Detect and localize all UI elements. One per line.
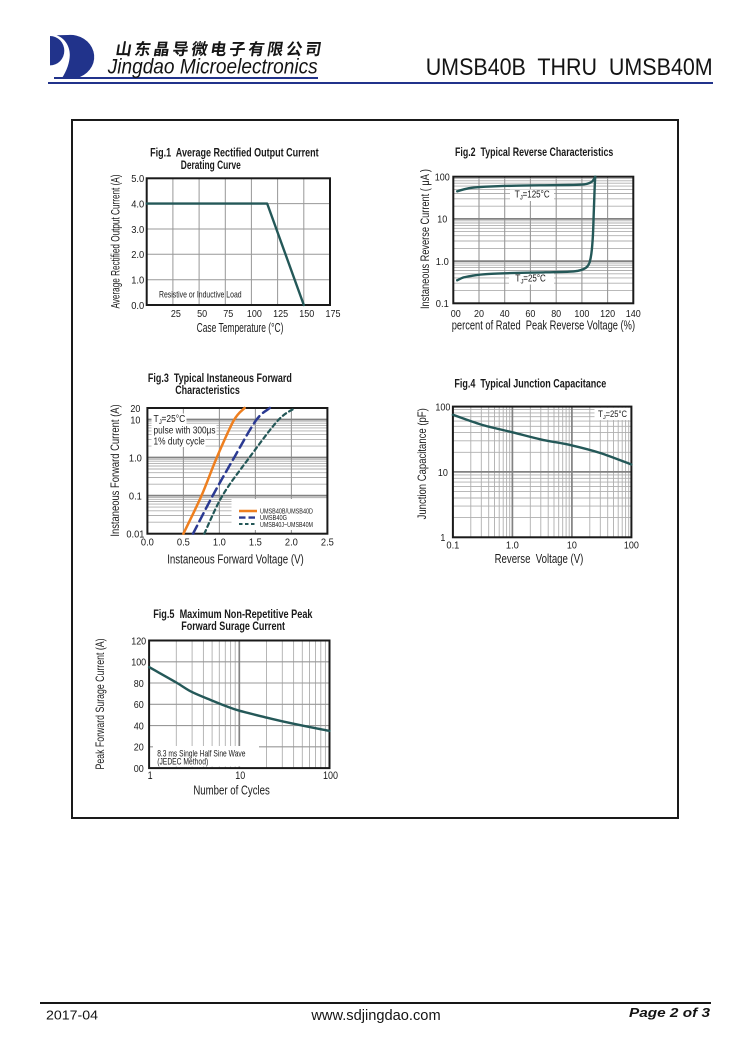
svg-text:UMSB40G: UMSB40G	[260, 513, 287, 522]
svg-text:0.1: 0.1	[446, 539, 459, 551]
svg-text:2.0: 2.0	[285, 537, 298, 549]
svg-text:1: 1	[148, 770, 153, 782]
svg-text:Average Rectified Output Curre: Average Rectified Output Current (A)	[111, 174, 123, 308]
svg-text:40: 40	[500, 308, 510, 320]
svg-text:120: 120	[131, 636, 146, 647]
svg-text:J: J	[521, 279, 524, 286]
svg-text:120: 120	[600, 308, 615, 320]
svg-text:175: 175	[326, 308, 341, 320]
svg-text:3.0: 3.0	[131, 225, 144, 236]
svg-text:UMSB40B/UMSB40D: UMSB40B/UMSB40D	[260, 506, 313, 515]
svg-text:100: 100	[435, 401, 450, 413]
svg-text:00: 00	[451, 308, 461, 320]
svg-text:Junction Capacitance (pF): Junction Capacitance (pF)	[415, 408, 429, 519]
svg-text:50: 50	[197, 308, 207, 320]
svg-text:100: 100	[624, 539, 639, 551]
svg-text:100: 100	[323, 770, 338, 782]
svg-text:=125°C: =125°C	[523, 190, 550, 201]
svg-text:1.5: 1.5	[249, 537, 262, 549]
svg-text:20: 20	[134, 743, 144, 754]
svg-text:Fig.2 Typical Reverse Charact: Fig.2 Typical Reverse Characteristics	[455, 145, 614, 159]
svg-text:pulse with 300μs: pulse with 300μs	[154, 425, 216, 436]
svg-text:UMSB40B THRU UMSB40M: UMSB40B THRU UMSB40M	[426, 54, 713, 81]
svg-text:1.0: 1.0	[129, 453, 142, 464]
svg-text:5.0: 5.0	[131, 174, 144, 185]
svg-text:10: 10	[130, 415, 140, 426]
svg-text:=25°C: =25°C	[523, 274, 546, 285]
svg-text:40: 40	[134, 721, 144, 732]
svg-text:25: 25	[171, 308, 181, 320]
svg-text:Derating Curve: Derating Curve	[181, 158, 241, 172]
svg-text:www.sdjingdao.com: www.sdjingdao.com	[310, 1008, 440, 1024]
svg-text:Resistive or Inductive Load: Resistive or Inductive Load	[159, 290, 242, 301]
svg-text:125: 125	[273, 308, 288, 320]
svg-text:1.0: 1.0	[506, 539, 519, 551]
svg-text:Characteristics: Characteristics	[175, 383, 240, 397]
svg-text:J: J	[520, 195, 523, 202]
svg-text:Fig.3 Typical Instaneous Forw: Fig.3 Typical Instaneous Forward	[148, 371, 292, 385]
svg-text:1.0: 1.0	[131, 276, 144, 287]
svg-text:Number of Cycles: Number of Cycles	[193, 784, 270, 798]
svg-text:0.5: 0.5	[177, 537, 190, 549]
svg-text:20: 20	[130, 404, 140, 415]
svg-text:=25°C: =25°C	[162, 414, 186, 425]
svg-text:150: 150	[299, 308, 314, 320]
svg-text:60: 60	[525, 308, 535, 320]
svg-text:4.0: 4.0	[131, 199, 144, 210]
svg-text:Fig.4 Typical Junction Capaci: Fig.4 Typical Junction Capacitance	[454, 377, 606, 391]
svg-text:100: 100	[574, 308, 589, 320]
svg-text:75: 75	[223, 308, 233, 320]
svg-text:60: 60	[134, 700, 144, 711]
svg-text:T: T	[515, 274, 520, 285]
svg-text:Forward Surage Current: Forward Surage Current	[181, 619, 285, 633]
svg-text:10: 10	[438, 467, 448, 479]
svg-text:Case Temperature (°C): Case Temperature (°C)	[197, 321, 284, 335]
svg-text:0.1: 0.1	[129, 491, 142, 502]
svg-text:2.0: 2.0	[131, 250, 144, 261]
svg-text:00: 00	[134, 764, 144, 775]
svg-text:140: 140	[626, 308, 641, 320]
svg-text:20: 20	[474, 308, 484, 320]
svg-text:2.5: 2.5	[321, 537, 334, 549]
svg-text:Page 2 of 3: Page 2 of 3	[629, 1005, 711, 1020]
svg-text:1.0: 1.0	[213, 537, 226, 549]
svg-text:T: T	[154, 414, 159, 425]
svg-text:T: T	[598, 409, 603, 420]
svg-text:10: 10	[437, 214, 447, 226]
svg-text:1% duty cycle: 1% duty cycle	[154, 437, 206, 448]
svg-text:UMSB40J~UMSB40M: UMSB40J~UMSB40M	[260, 520, 313, 529]
svg-text:Jingdao Microelectronics: Jingdao Microelectronics	[107, 55, 318, 79]
svg-text:T: T	[515, 190, 520, 201]
svg-text:1.0: 1.0	[436, 256, 449, 268]
svg-text:(JEDEC Method): (JEDEC Method)	[157, 756, 208, 766]
svg-text:80: 80	[134, 679, 144, 690]
svg-text:0.01: 0.01	[126, 530, 144, 541]
svg-text:Fig.1 Average Rectified Outpu: Fig.1 Average Rectified Output Current	[150, 146, 319, 160]
svg-text:J: J	[603, 415, 606, 421]
svg-text:Instaneous Reverse Current ( μ: Instaneous Reverse Current ( μA )	[420, 169, 432, 309]
svg-text:80: 80	[551, 308, 561, 320]
svg-text:Peak Forward Surage Current (A: Peak Forward Surage Current (A)	[93, 639, 107, 770]
svg-text:Reverse Voltage (V): Reverse Voltage (V)	[495, 552, 584, 566]
svg-text:=25°C: =25°C	[606, 409, 628, 420]
svg-text:10: 10	[235, 770, 245, 782]
svg-text:10: 10	[567, 539, 577, 551]
svg-text:100: 100	[247, 308, 262, 320]
svg-text:Instaneous Forward Current (A): Instaneous Forward Current (A)	[108, 404, 122, 536]
svg-text:0.0: 0.0	[141, 537, 154, 549]
svg-text:8.3 ms Single Half Sine Wave: 8.3 ms Single Half Sine Wave	[157, 749, 245, 759]
svg-text:0.0: 0.0	[131, 301, 144, 312]
svg-text:percent of Rated Peak Reverse: percent of Rated Peak Reverse Voltage (%…	[452, 319, 635, 333]
svg-text:100: 100	[435, 172, 450, 184]
svg-text:Fig.5 Maximum Non-Repetitive: Fig.5 Maximum Non-Repetitive Peak	[153, 607, 313, 621]
svg-text:2017-04: 2017-04	[46, 1008, 98, 1023]
svg-text:Instaneous Forward Voltage (V): Instaneous Forward Voltage (V)	[167, 552, 304, 566]
svg-text:0.1: 0.1	[436, 298, 449, 310]
svg-text:J: J	[159, 419, 162, 426]
svg-text:1: 1	[440, 532, 445, 544]
svg-text:100: 100	[131, 658, 146, 669]
